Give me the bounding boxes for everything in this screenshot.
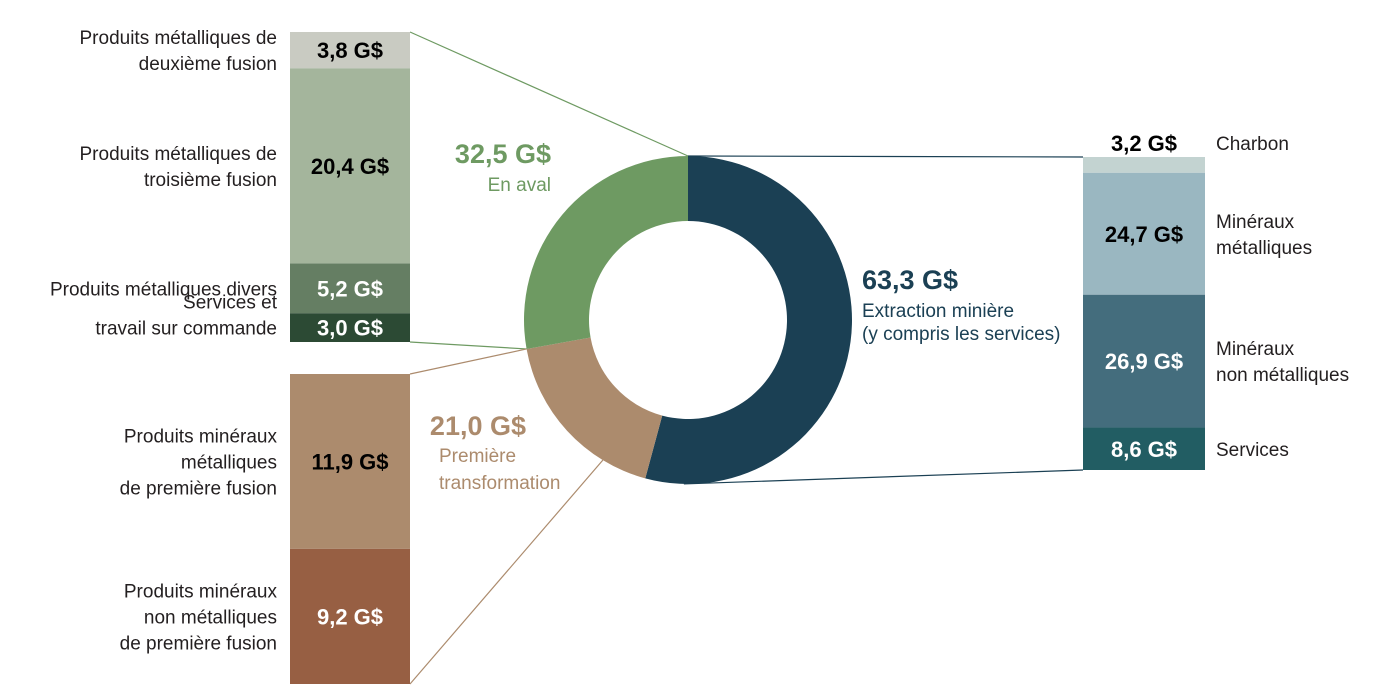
bar-label-aval-2: Produits métalliques divers (50, 279, 277, 300)
bar-label-aval-3: Services et (183, 293, 278, 314)
bar-label-extraction-2: non métalliques (1216, 365, 1349, 386)
bar-segment-premiere-0 (290, 374, 410, 549)
bar-segment-extraction-2 (1083, 294, 1205, 428)
bar-label-aval-1: troisième fusion (144, 170, 277, 191)
bar-label-premiere-1: non métalliques (144, 607, 277, 628)
bar-label-extraction-3: Services (1216, 440, 1289, 461)
bar-value-aval-0: 3,8 G$ (317, 38, 383, 63)
connector-lines (409, 31, 1084, 685)
connector-aval-bottom (409, 341, 527, 350)
slice-value-premiere: 21,0 G$ (430, 411, 526, 441)
bar-segment-aval-1 (290, 68, 410, 264)
bar-label-premiere-1: Produits minéraux (124, 581, 278, 602)
bar-label-extraction-0: Charbon (1216, 134, 1289, 155)
slice-label-premiere: transformation (439, 473, 560, 494)
connector-extraction-bottom (683, 469, 1084, 485)
bar-value-premiere-1: 9,2 G$ (317, 604, 383, 629)
bar-segment-aval-0 (290, 32, 410, 69)
bar-label-aval-1: Produits métalliques de (80, 144, 278, 165)
bar-value-extraction-1: 24,7 G$ (1105, 222, 1183, 247)
bar-value-aval-2: 5,2 G$ (317, 276, 383, 301)
bar-label-premiere-0: métalliques (181, 452, 277, 473)
breakdown-bars: 3,8 G$ Produits métalliques de deuxième fu… (50, 28, 1349, 684)
slice-label-aval: En aval (488, 175, 551, 196)
bar-label-premiere-0: Produits minéraux (124, 426, 278, 447)
connector-extraction-top (687, 155, 1084, 158)
bar-value-extraction-2: 26,9 G$ (1105, 349, 1183, 374)
bar-label-extraction-1: Minéraux (1216, 212, 1295, 233)
bar-label-extraction-2: Minéraux (1216, 339, 1295, 360)
bar-label-extraction-1: métalliques (1216, 238, 1312, 259)
bar-value-aval-1: 20,4 G$ (311, 154, 389, 179)
bar-segment-premiere-1 (290, 548, 410, 684)
bar-label-aval-0: deuxième fusion (139, 54, 277, 75)
donut (523, 156, 852, 484)
slice-value-aval: 32,5 G$ (455, 139, 551, 169)
bar-value-aval-3: 3,0 G$ (317, 316, 383, 341)
bar-segment-extraction-3 (1083, 427, 1205, 470)
connector-aval-top (409, 31, 689, 157)
donut-labels: 63,3 G$ Extraction minière(y compris les … (430, 139, 1061, 494)
bar-label-premiere-1: de première fusion (120, 633, 277, 654)
bar-label-aval-3: travail sur commande (95, 319, 277, 340)
slice-label-extraction: (y compris les services) (862, 324, 1060, 345)
bar-value-extraction-3: 8,6 G$ (1111, 437, 1177, 462)
bar-label-aval-0: Produits métalliques de (80, 28, 278, 49)
connector-premiere-bottom (409, 459, 604, 685)
slice-label-extraction: Extraction minière (862, 301, 1014, 322)
slice-label-premiere: Première (439, 446, 516, 467)
connector-premiere-top (409, 348, 527, 375)
bar-segment-aval-3 (290, 313, 410, 342)
slice-value-extraction: 63,3 G$ (862, 265, 958, 295)
bar-value-premiere-0: 11,9 G$ (311, 449, 388, 474)
bar-segment-extraction-0 (1083, 157, 1205, 173)
bar-segment-extraction-1 (1083, 172, 1205, 295)
bar-value-extraction-0: 3,2 G$ (1111, 131, 1177, 156)
donut-slice-extraction (645, 156, 852, 484)
donut-slice-aval (523, 156, 688, 349)
bar-segment-aval-2 (290, 263, 410, 314)
bar-label-premiere-0: de première fusion (120, 478, 277, 499)
donut-slice-premiere (526, 337, 663, 479)
